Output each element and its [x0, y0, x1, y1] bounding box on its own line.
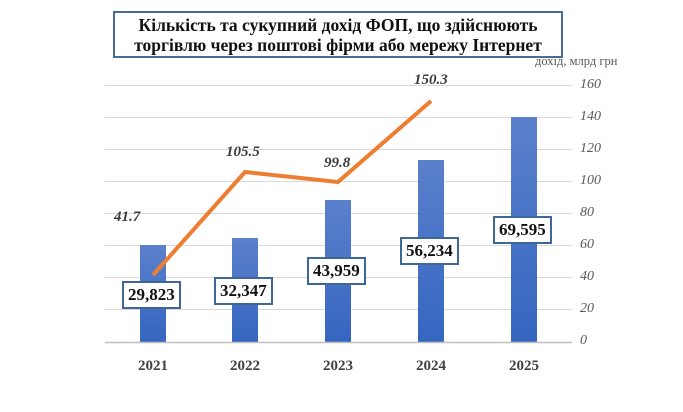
chart-title-line-1: Кількість та сукупний дохід ФОП, що здій…	[138, 15, 538, 35]
y-tick: 100	[580, 173, 601, 188]
x-tick-2024: 2024	[416, 358, 446, 374]
y-tick: 20	[580, 301, 594, 316]
bar-value-label: 69,595	[493, 216, 552, 244]
y-tick: 160	[580, 77, 601, 92]
line-value-label: 99.8	[324, 155, 351, 171]
bar-value-label: 29,823	[122, 281, 181, 309]
y-tick: 0	[580, 333, 587, 348]
x-tick-2022: 2022	[230, 358, 260, 374]
bars	[140, 117, 537, 342]
right-axis-label: дохід, млрд грн	[535, 54, 618, 68]
line-value-label: 41.7	[114, 209, 141, 225]
line-value-label: 150.3	[414, 72, 448, 88]
y-tick: 80	[580, 205, 594, 220]
y-tick: 140	[580, 109, 601, 124]
x-tick-2021: 2021	[138, 358, 168, 374]
chart-title-line-2: торгівлю через поштові фірми або мережу …	[134, 35, 542, 55]
x-tick-2023: 2023	[323, 358, 353, 374]
revenue-line	[151, 99, 433, 277]
line-value-label: 105.5	[226, 144, 260, 160]
bar-value-label: 56,234	[400, 237, 459, 265]
bar-value-label: 43,959	[307, 257, 366, 285]
y-tick: 60	[580, 237, 594, 252]
chart-title: Кількість та сукупний дохід ФОП, що здій…	[113, 11, 563, 58]
y-tick: 40	[580, 269, 594, 284]
bar-value-label: 32,347	[214, 277, 273, 305]
y-tick: 120	[580, 141, 601, 156]
x-tick-2025: 2025	[509, 358, 539, 374]
